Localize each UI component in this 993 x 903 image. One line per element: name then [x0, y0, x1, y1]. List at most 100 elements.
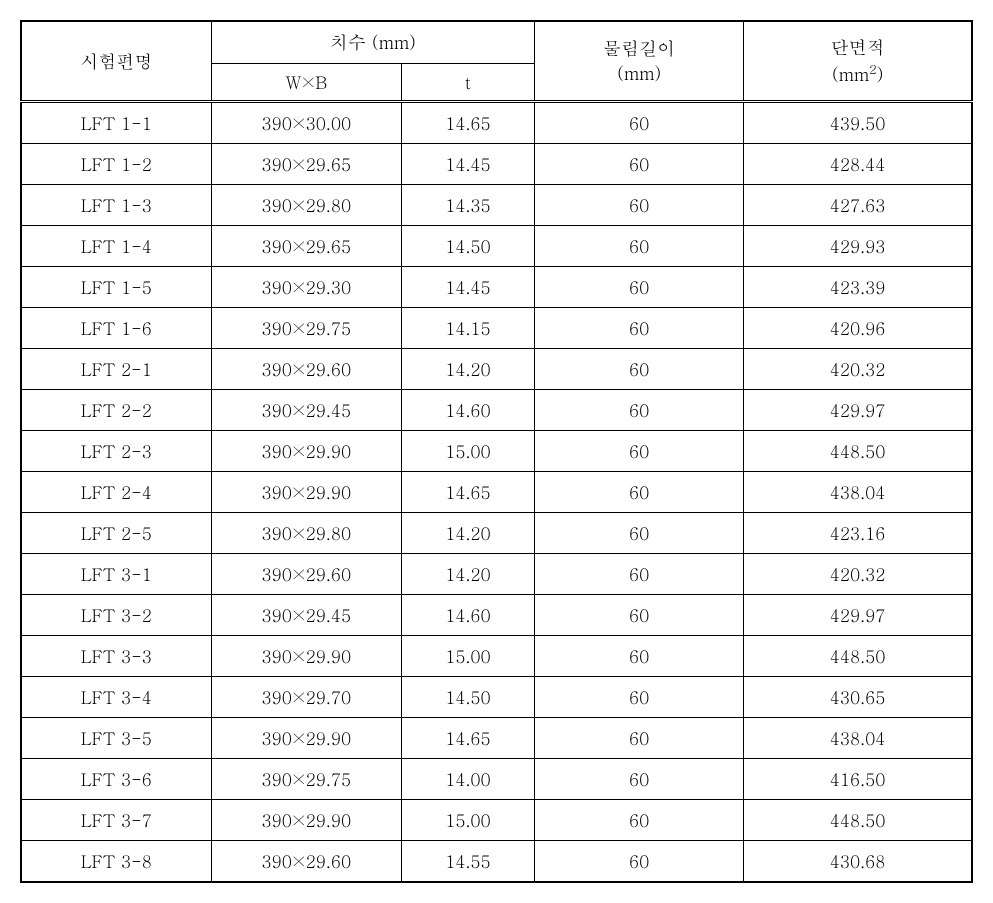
table-cell: 60 — [535, 390, 744, 431]
table-cell: LFT 1-6 — [21, 308, 211, 349]
table-cell: 60 — [535, 349, 744, 390]
table-cell: 60 — [535, 554, 744, 595]
table-cell: 416.50 — [744, 759, 972, 800]
table-cell: 14.60 — [401, 390, 534, 431]
table-cell: LFT 3-1 — [21, 554, 211, 595]
table-cell: 60 — [535, 102, 744, 144]
table-cell: 423.16 — [744, 513, 972, 554]
table-cell: 14.65 — [401, 102, 534, 144]
header-cross-section-label: 단면적 — [831, 35, 885, 60]
table-cell: LFT 2-3 — [21, 431, 211, 472]
table-cell: LFT 1-1 — [21, 102, 211, 144]
table-cell: 60 — [535, 144, 744, 185]
specimen-table: 시험편명 치수 (mm) 물림길이 (mm) 단면적 (mm2) W×B t L… — [20, 20, 973, 883]
table-row: LFT 2-2390×29.4514.6060429.97 — [21, 390, 972, 431]
table-cell: 420.32 — [744, 554, 972, 595]
data-table-container: 시험편명 치수 (mm) 물림길이 (mm) 단면적 (mm2) W×B t L… — [20, 20, 973, 883]
table-cell: 60 — [535, 841, 744, 883]
header-cross-section-unit-suffix: ) — [877, 62, 884, 87]
table-row: LFT 3-2390×29.4514.6060429.97 — [21, 595, 972, 636]
table-cell: 60 — [535, 759, 744, 800]
table-row: LFT 3-1390×29.6014.2060420.32 — [21, 554, 972, 595]
table-cell: LFT 3-8 — [21, 841, 211, 883]
table-cell: 60 — [535, 636, 744, 677]
table-cell: LFT 1-2 — [21, 144, 211, 185]
table-cell: LFT 1-4 — [21, 226, 211, 267]
table-row: LFT 1-6390×29.7514.1560420.96 — [21, 308, 972, 349]
table-cell: 390×29.80 — [211, 513, 401, 554]
table-cell: 60 — [535, 513, 744, 554]
table-cell: LFT 3-4 — [21, 677, 211, 718]
table-cell: 390×29.75 — [211, 308, 401, 349]
table-cell: LFT 3-6 — [21, 759, 211, 800]
table-body: LFT 1-1390×30.0014.6560439.50LFT 1-2390×… — [21, 102, 972, 883]
table-cell: 448.50 — [744, 431, 972, 472]
table-row: LFT 1-4390×29.6514.5060429.93 — [21, 226, 972, 267]
table-cell: 14.45 — [401, 144, 534, 185]
table-row: LFT 2-1390×29.6014.2060420.32 — [21, 349, 972, 390]
header-grip-length-label: 물림길이 — [603, 36, 675, 61]
table-row: LFT 1-3390×29.8014.3560427.63 — [21, 185, 972, 226]
table-cell: 14.20 — [401, 554, 534, 595]
table-cell: 448.50 — [744, 800, 972, 841]
table-cell: 390×29.80 — [211, 185, 401, 226]
table-cell: 14.65 — [401, 718, 534, 759]
table-cell: 15.00 — [401, 431, 534, 472]
table-cell: LFT 3-5 — [21, 718, 211, 759]
table-cell: 14.65 — [401, 472, 534, 513]
header-cross-section-unit-prefix: (mm — [832, 62, 869, 87]
table-cell: 390×29.90 — [211, 718, 401, 759]
table-cell: 390×29.90 — [211, 636, 401, 677]
table-cell: 390×30.00 — [211, 102, 401, 144]
table-cell: 390×29.60 — [211, 349, 401, 390]
table-cell: 390×29.65 — [211, 226, 401, 267]
table-cell: 14.60 — [401, 595, 534, 636]
table-cell: 60 — [535, 718, 744, 759]
table-cell: 430.68 — [744, 841, 972, 883]
table-row: LFT 2-4390×29.9014.6560438.04 — [21, 472, 972, 513]
table-cell: LFT 2-5 — [21, 513, 211, 554]
table-cell: 390×29.45 — [211, 595, 401, 636]
table-cell: 60 — [535, 431, 744, 472]
table-cell: 390×29.75 — [211, 759, 401, 800]
table-cell: LFT 3-2 — [21, 595, 211, 636]
table-row: LFT 3-5390×29.9014.6560438.04 — [21, 718, 972, 759]
table-row: LFT 3-6390×29.7514.0060416.50 — [21, 759, 972, 800]
table-row: LFT 3-7390×29.9015.0060448.50 — [21, 800, 972, 841]
table-cell: 15.00 — [401, 636, 534, 677]
table-row: LFT 2-5390×29.8014.2060423.16 — [21, 513, 972, 554]
table-cell: LFT 1-3 — [21, 185, 211, 226]
table-cell: 429.97 — [744, 595, 972, 636]
table-cell: LFT 3-7 — [21, 800, 211, 841]
table-cell: 390×29.90 — [211, 800, 401, 841]
table-cell: 14.35 — [401, 185, 534, 226]
table-cell: 60 — [535, 185, 744, 226]
table-cell: 60 — [535, 677, 744, 718]
table-cell: 15.00 — [401, 800, 534, 841]
table-cell: 420.96 — [744, 308, 972, 349]
table-cell: 14.55 — [401, 841, 534, 883]
table-cell: 438.04 — [744, 472, 972, 513]
table-cell: 390×29.45 — [211, 390, 401, 431]
header-wxb: W×B — [211, 64, 401, 102]
table-cell: 60 — [535, 472, 744, 513]
header-cross-section-unit-sup: 2 — [869, 60, 877, 78]
header-t: t — [401, 64, 534, 102]
table-cell: 60 — [535, 267, 744, 308]
table-row: LFT 3-3390×29.9015.0060448.50 — [21, 636, 972, 677]
table-cell: LFT 2-1 — [21, 349, 211, 390]
table-cell: 428.44 — [744, 144, 972, 185]
table-cell: 420.32 — [744, 349, 972, 390]
header-dimensions-group: 치수 (mm) — [211, 21, 534, 64]
header-cross-section: 단면적 (mm2) — [744, 21, 972, 102]
table-cell: 448.50 — [744, 636, 972, 677]
table-cell: 429.93 — [744, 226, 972, 267]
table-cell: 390×29.60 — [211, 554, 401, 595]
table-cell: 14.45 — [401, 267, 534, 308]
table-cell: LFT 1-5 — [21, 267, 211, 308]
table-cell: LFT 2-2 — [21, 390, 211, 431]
table-cell: 423.39 — [744, 267, 972, 308]
table-cell: 60 — [535, 595, 744, 636]
header-grip-length-unit: (mm) — [617, 61, 661, 86]
table-cell: 390×29.30 — [211, 267, 401, 308]
